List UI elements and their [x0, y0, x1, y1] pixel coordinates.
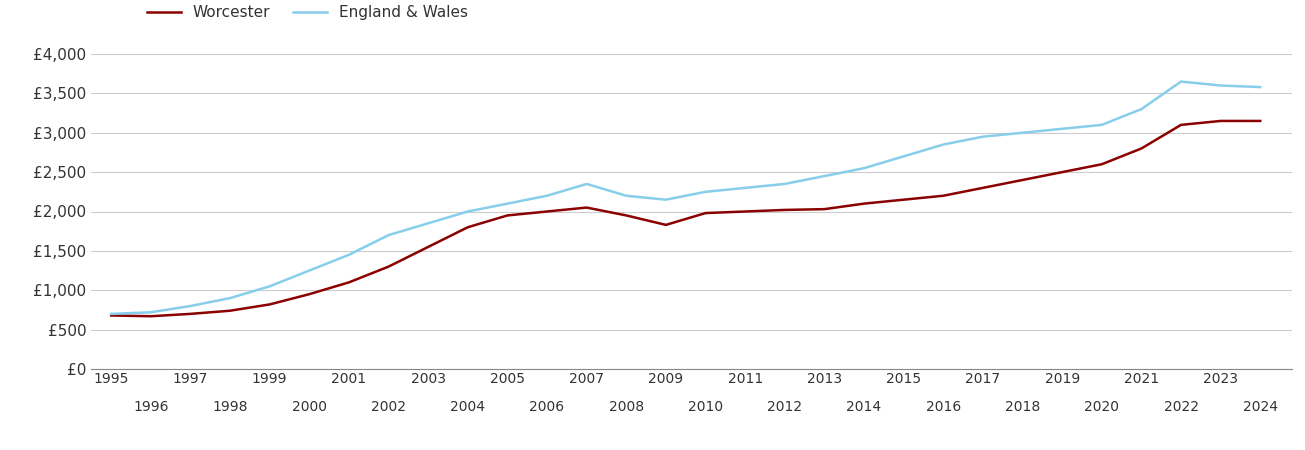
Text: 1996: 1996: [133, 400, 168, 414]
Worcester: [1054, 169, 1070, 175]
Text: 2006: 2006: [530, 400, 565, 414]
Worcester: [1094, 162, 1109, 167]
England & Wales: [975, 134, 990, 140]
Worcester: [619, 213, 634, 218]
Worcester: [776, 207, 792, 212]
England & Wales: [619, 193, 634, 198]
Text: 2016: 2016: [925, 400, 960, 414]
England & Wales: [895, 154, 911, 159]
Worcester: [698, 210, 714, 216]
England & Wales: [1015, 130, 1031, 135]
Worcester: [341, 279, 356, 285]
Text: 2004: 2004: [450, 400, 485, 414]
England & Wales: [539, 193, 555, 198]
Text: 2010: 2010: [688, 400, 723, 414]
Text: 2012: 2012: [767, 400, 803, 414]
England & Wales: [183, 303, 198, 309]
Line: Worcester: Worcester: [111, 121, 1261, 316]
Worcester: [1253, 118, 1268, 124]
Worcester: [459, 225, 475, 230]
England & Wales: [500, 201, 515, 206]
England & Wales: [737, 185, 753, 191]
Worcester: [539, 209, 555, 214]
Worcester: [183, 311, 198, 317]
Text: 2020: 2020: [1084, 400, 1120, 414]
England & Wales: [103, 311, 119, 317]
England & Wales: [817, 173, 833, 179]
England & Wales: [1253, 84, 1268, 90]
Text: 1998: 1998: [213, 400, 248, 414]
England & Wales: [1134, 107, 1150, 112]
Worcester: [658, 222, 673, 228]
Text: 2024: 2024: [1242, 400, 1278, 414]
Text: 2002: 2002: [371, 400, 406, 414]
Worcester: [579, 205, 595, 210]
Worcester: [1015, 177, 1031, 183]
Line: England & Wales: England & Wales: [111, 81, 1261, 314]
Worcester: [856, 201, 872, 206]
England & Wales: [1094, 122, 1109, 128]
Text: 2008: 2008: [608, 400, 643, 414]
Worcester: [381, 264, 397, 269]
Worcester: [1212, 118, 1228, 124]
Worcester: [262, 302, 278, 307]
Worcester: [301, 292, 317, 297]
England & Wales: [579, 181, 595, 187]
England & Wales: [1054, 126, 1070, 131]
England & Wales: [459, 209, 475, 214]
Text: 2018: 2018: [1005, 400, 1040, 414]
England & Wales: [936, 142, 951, 147]
England & Wales: [301, 268, 317, 273]
England & Wales: [1212, 83, 1228, 88]
Worcester: [1134, 146, 1150, 151]
England & Wales: [658, 197, 673, 202]
England & Wales: [262, 284, 278, 289]
Worcester: [500, 213, 515, 218]
Worcester: [222, 308, 238, 313]
England & Wales: [856, 166, 872, 171]
Worcester: [103, 313, 119, 318]
Worcester: [895, 197, 911, 202]
Worcester: [817, 207, 833, 212]
Worcester: [975, 185, 990, 191]
Text: 2022: 2022: [1164, 400, 1198, 414]
Worcester: [737, 209, 753, 214]
England & Wales: [381, 232, 397, 238]
England & Wales: [1173, 79, 1189, 84]
Worcester: [936, 193, 951, 198]
Text: 2000: 2000: [292, 400, 326, 414]
Worcester: [144, 314, 159, 319]
Worcester: [1173, 122, 1189, 128]
Worcester: [420, 244, 436, 250]
England & Wales: [144, 310, 159, 315]
Legend: Worcester, England & Wales: Worcester, England & Wales: [147, 5, 468, 20]
Text: 2014: 2014: [847, 400, 882, 414]
England & Wales: [776, 181, 792, 187]
England & Wales: [341, 252, 356, 257]
England & Wales: [420, 220, 436, 226]
England & Wales: [698, 189, 714, 194]
England & Wales: [222, 295, 238, 301]
